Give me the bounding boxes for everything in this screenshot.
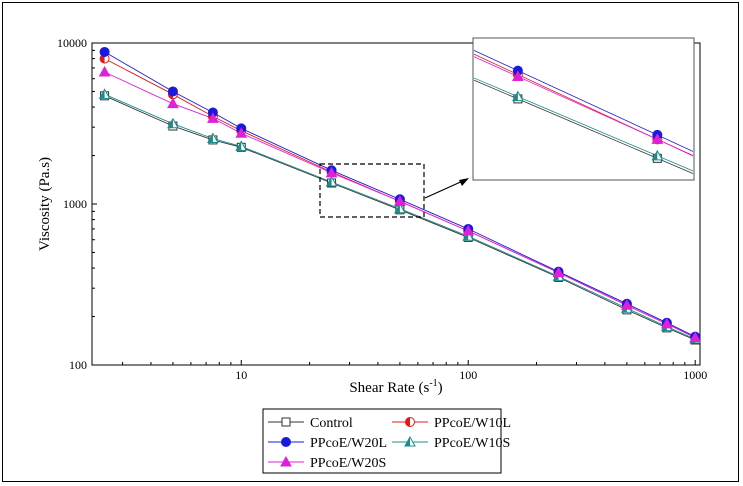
zoom-region-box <box>319 163 425 218</box>
legend-label: PPcoE/W20L <box>310 436 387 451</box>
inset-series-line <box>474 77 693 172</box>
data-point <box>167 97 179 109</box>
data-point <box>394 195 406 206</box>
data-point <box>98 88 111 99</box>
data-point <box>512 90 524 102</box>
data-point <box>651 149 664 161</box>
data-point <box>325 175 338 187</box>
x-tick-label: 1000 <box>683 368 707 382</box>
data-point <box>207 112 219 123</box>
data-point <box>552 266 565 278</box>
legend-entry: PPcoE/W20L <box>268 436 387 451</box>
data-point <box>689 331 702 343</box>
legend-label: PPcoE/W10L <box>434 416 511 431</box>
legend-label: Control <box>310 416 353 431</box>
data-point <box>167 86 178 97</box>
data-point <box>462 224 475 236</box>
data-point <box>325 166 338 178</box>
data-point <box>462 230 475 241</box>
legend-label: PPcoE/W20S <box>310 456 386 471</box>
zoom-arrow-head <box>459 178 469 186</box>
x-tick-label: 10 <box>235 368 247 382</box>
legend-label: PPcoE/W10S <box>434 436 510 451</box>
data-point <box>281 417 291 427</box>
zoom-arrow <box>424 179 466 199</box>
legend-entry: PPcoE/W10L <box>392 416 511 431</box>
data-point <box>207 132 219 144</box>
data-point <box>660 317 673 329</box>
data-point <box>98 66 111 77</box>
legend-entry: Control <box>268 416 353 431</box>
data-point <box>99 46 110 57</box>
legend-entry: PPcoE/W20S <box>268 455 386 471</box>
y-tick-label: 1000 <box>63 197 87 211</box>
data-point <box>405 417 415 427</box>
data-point <box>281 437 291 447</box>
legend-entry: PPcoE/W10S <box>392 435 510 451</box>
data-point <box>167 117 179 129</box>
x-axis-label: Shear Rate (s-1) <box>349 378 442 396</box>
y-tick-label: 100 <box>69 358 87 372</box>
data-point <box>235 140 248 151</box>
data-point <box>512 70 524 82</box>
data-point <box>404 435 416 447</box>
data-point <box>621 299 633 310</box>
x-tick-label: 100 <box>459 368 477 382</box>
data-point <box>235 127 248 138</box>
y-tick-label: 10000 <box>57 36 87 50</box>
data-point <box>394 202 406 214</box>
chart-frame <box>2 2 739 482</box>
inset-series-line <box>474 79 693 174</box>
data-point <box>651 133 664 144</box>
inset-series-line <box>474 49 693 152</box>
data-point <box>280 455 292 467</box>
y-axis-label: Viscosity (Pa.s) <box>37 157 53 251</box>
inset-series-line <box>474 56 693 156</box>
